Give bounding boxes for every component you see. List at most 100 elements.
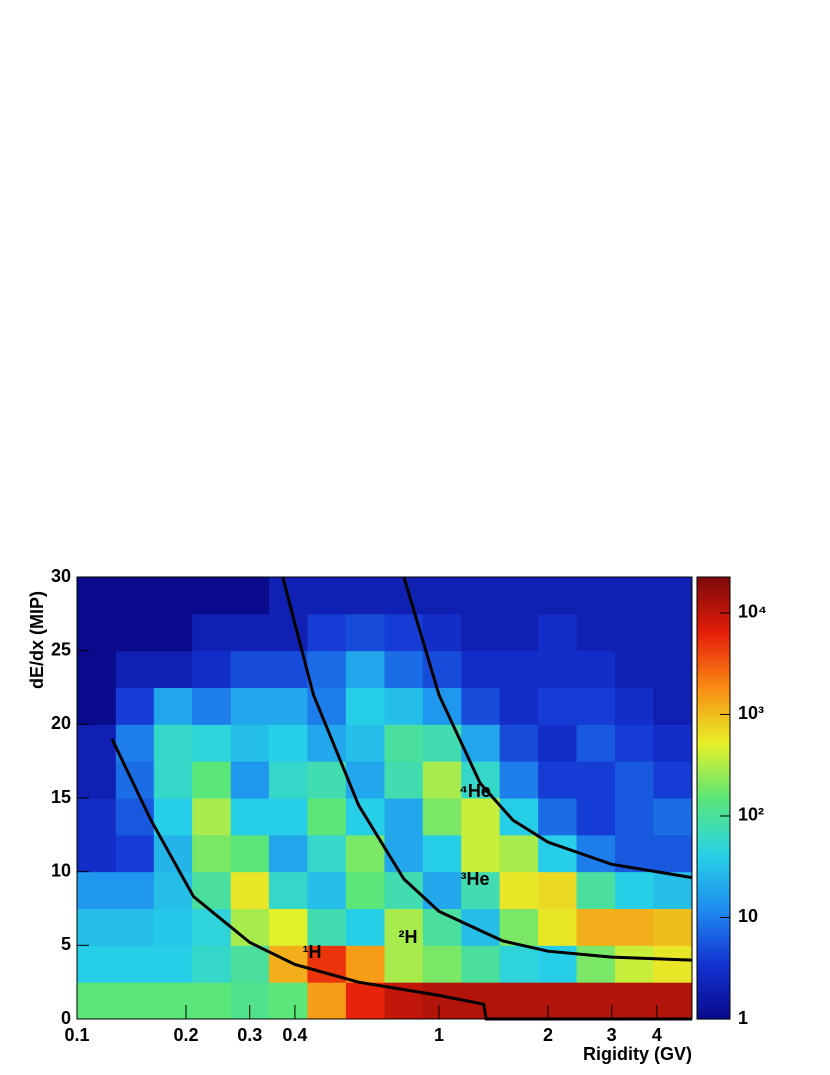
colorbar-swatch	[697, 750, 730, 755]
colorbar-swatch	[697, 985, 730, 991]
heatmap-cell	[77, 908, 117, 946]
heatmap-cell	[422, 650, 462, 688]
heatmap-cell	[576, 724, 616, 762]
colorbar-swatch	[697, 1000, 730, 1005]
heatmap-cell	[192, 650, 232, 688]
colorbar-swatch	[697, 779, 730, 784]
heatmap-cell	[653, 982, 693, 1020]
heatmap-cell	[115, 577, 155, 615]
colorbar-swatch	[697, 606, 730, 611]
heatmap-cell	[230, 613, 270, 652]
heatmap-cell	[384, 577, 424, 615]
colorbar-swatch	[697, 646, 730, 652]
colorbar-swatch	[697, 812, 730, 818]
heatmap-cell	[153, 834, 193, 873]
colorbar-swatch	[697, 632, 730, 637]
heatmap-cell	[153, 724, 193, 762]
heatmap-cell	[192, 908, 232, 946]
heatmap-cell	[461, 834, 501, 873]
heatmap-cell	[192, 577, 232, 615]
colorbar-swatch	[697, 886, 730, 891]
heatmap-cell	[461, 650, 501, 688]
colorbar-swatch	[697, 687, 730, 692]
x-tick-label: 1	[434, 1025, 444, 1045]
colorbar-swatch	[697, 635, 730, 641]
colorbar-swatch	[697, 823, 730, 829]
colorbar-swatch	[697, 602, 730, 608]
colorbar-swatch	[697, 794, 730, 799]
heatmap-cell	[230, 650, 270, 688]
colorbar-swatch	[697, 735, 730, 740]
colorbar-swatch	[697, 658, 730, 663]
colorbar-swatch	[697, 853, 730, 858]
heatmap-cell	[422, 761, 462, 799]
colorbar-swatch	[697, 949, 730, 954]
heatmap-cell	[499, 613, 539, 652]
heatmap-cell	[153, 908, 193, 946]
heatmap-cell	[538, 761, 578, 799]
colorbar-swatch	[697, 650, 730, 655]
heatmap-cell	[461, 761, 501, 799]
heatmap-cell	[653, 761, 693, 799]
heatmap-cell	[153, 798, 193, 836]
heatmap-cell	[192, 761, 232, 799]
colorbar-swatch	[697, 901, 730, 906]
heatmap-cell	[653, 908, 693, 946]
colorbar-swatch	[697, 993, 730, 998]
colorbar-swatch	[697, 930, 730, 935]
colorbar-swatch	[697, 963, 730, 969]
heatmap-cell	[653, 613, 693, 652]
x-tick-label: 0.4	[282, 1025, 307, 1045]
colorbar-swatch	[697, 890, 730, 895]
colorbar-swatch	[697, 720, 730, 725]
heatmap-cell	[77, 577, 117, 615]
colorbar-swatch	[697, 702, 730, 707]
colorbar-swatch	[697, 941, 730, 946]
heatmap-cell	[615, 982, 654, 1020]
heatmap-cell	[576, 613, 616, 652]
heatmap-cell	[230, 908, 270, 946]
colorbar-swatch	[697, 599, 730, 604]
colorbar-swatch	[697, 845, 730, 851]
heatmap-cell	[538, 577, 578, 615]
heatmap-cell	[345, 908, 385, 946]
heatmap-cell	[422, 834, 462, 873]
z-tick-label: 10⁴	[738, 602, 767, 622]
y-tick-label: 5	[61, 934, 71, 954]
z-tick-label: 10	[738, 906, 758, 926]
heatmap-cell	[615, 687, 654, 725]
colorbar-frame	[696, 576, 731, 1020]
heatmap-cell	[422, 613, 462, 652]
heatmap-cell	[653, 650, 693, 688]
heatmap-cell	[115, 650, 155, 688]
heatmap-cell	[499, 871, 539, 909]
heatmap-cell	[576, 982, 616, 1020]
y-tick-label: 25	[51, 639, 71, 659]
colorbar-swatch	[697, 982, 730, 987]
heatmap-cell	[153, 650, 193, 688]
annotation: ¹H	[303, 942, 322, 962]
heatmap-cell	[499, 834, 539, 873]
heatmap-cell	[422, 687, 462, 725]
heatmap-cell	[268, 761, 308, 799]
heatmap-cell	[345, 761, 385, 799]
heatmap-cell	[499, 577, 539, 615]
colorbar-swatch	[697, 588, 730, 593]
heatmap-cell	[268, 650, 308, 688]
heatmap-cell	[115, 982, 155, 1020]
colorbar-swatch	[697, 628, 730, 633]
heatmap-cell	[653, 798, 693, 836]
heatmap-cell	[115, 834, 155, 873]
heatmap-cell	[192, 798, 232, 836]
heatmap-cell	[192, 613, 232, 652]
heatmap-cell	[268, 945, 308, 983]
cut-line	[110, 738, 692, 1021]
colorbar-swatch	[697, 713, 730, 718]
colorbar-swatch	[697, 613, 730, 619]
colorbar-swatch	[697, 665, 730, 670]
colorbar-swatch	[697, 728, 730, 733]
colorbar-swatch	[697, 1007, 730, 1013]
heatmap-cell	[499, 650, 539, 688]
colorbar-swatch	[697, 768, 730, 773]
heatmap-cell	[384, 724, 424, 762]
